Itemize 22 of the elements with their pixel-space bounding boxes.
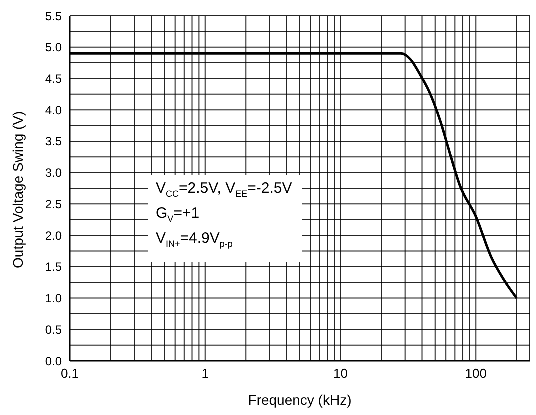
x-tick-label: 1 bbox=[202, 366, 209, 382]
note-box: V$_{CC}$=2.5V, V$_{EE}$=-2.5V G$_{V}$=+1 V$_{IN+}$=4.9V$_{p-p}$ bbox=[148, 175, 302, 262]
y-tick-label: 1.0 bbox=[45, 292, 62, 306]
annotation: V$_{IN+}$=4.9V$_{p-p}$ bbox=[156, 229, 234, 251]
y-tick-label: 5.5 bbox=[45, 9, 62, 24]
y-axis-title: Output Voltage Swing (V) bbox=[10, 111, 26, 268]
annotation: G$_{V}$=+1 bbox=[156, 204, 201, 226]
y-tick-label: 4.0 bbox=[45, 103, 62, 118]
x-tick-label: 10 bbox=[334, 366, 348, 382]
y-tick-label: 4.5 bbox=[45, 72, 62, 86]
x-tick-label: 0.1 bbox=[60, 366, 80, 382]
y-tick-label: 2.0 bbox=[45, 228, 62, 243]
y-tick-label: 3.5 bbox=[45, 134, 62, 149]
y-tick-label: 5.0 bbox=[45, 40, 62, 55]
x-axis-title: Frequency (kHz) bbox=[248, 392, 352, 408]
y-tick-label: 1.5 bbox=[45, 260, 62, 274]
x-tick-label: 100 bbox=[465, 366, 487, 382]
annotation: V$_{CC}$=2.5V, V$_{EE}$=-2.5V bbox=[156, 179, 292, 201]
y-tick-label: 0.5 bbox=[45, 322, 62, 337]
y-tick-label: 0.0 bbox=[45, 354, 62, 368]
y-tick-label: 3.0 bbox=[45, 166, 62, 180]
y-tick-label: 2.5 bbox=[45, 197, 62, 212]
